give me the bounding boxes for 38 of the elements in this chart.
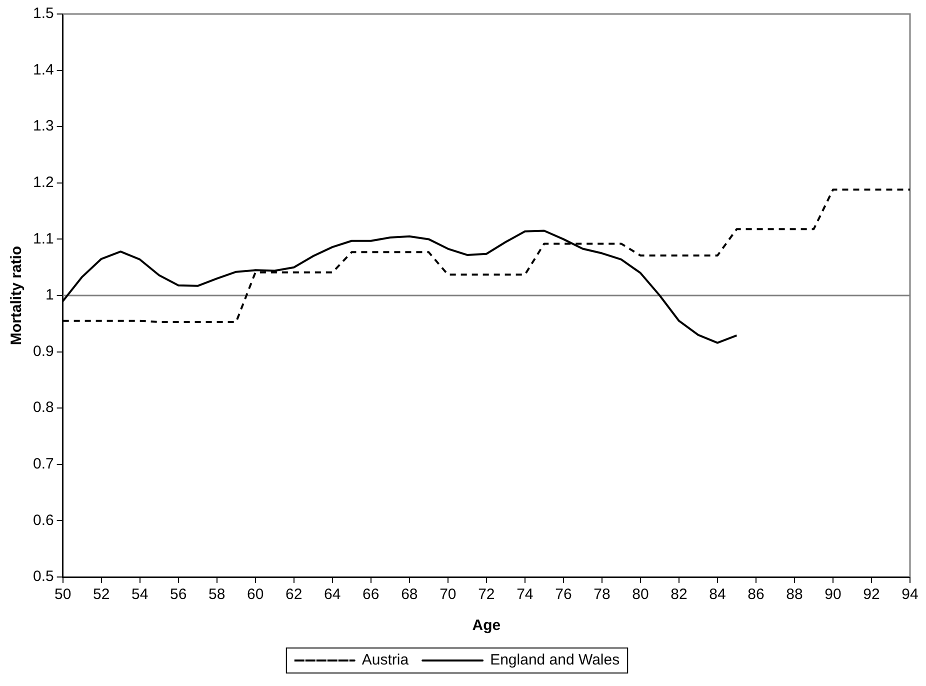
x-tick-label: 84 [709,586,726,604]
x-tick-label: 86 [748,586,764,604]
x-tick-label: 90 [824,586,842,604]
x-tick-label: 56 [170,586,187,604]
y-tick-label: 1 [46,286,54,304]
x-tick-label: 92 [863,586,880,604]
y-tick-label: 0.5 [32,568,54,586]
x-tick-label: 82 [670,586,688,604]
y-tick-label: 1.5 [32,5,54,22]
x-tick-label: 58 [208,586,226,604]
x-tick-label: 70 [440,586,456,604]
x-tick-label: 80 [632,586,649,604]
x-tick-label: 72 [478,586,495,604]
y-tick-label: 0.7 [32,456,54,473]
x-tick-label: 66 [362,586,380,604]
x-tick-label: 64 [324,586,341,604]
y-tick-label: 0.6 [32,512,54,529]
y-axis-title: Mortality ratio [8,246,26,346]
x-tick-label: 52 [93,586,110,604]
x-tick-label: 68 [401,586,418,604]
x-tick-label: 62 [286,586,302,604]
x-axis-title: Age [472,617,501,634]
x-tick-label: 94 [902,586,918,604]
legend-label: England and Wales [490,652,620,669]
x-tick-label: 50 [54,586,72,604]
y-tick-label: 0.8 [32,399,54,416]
y-tick-label: 1.4 [32,61,54,78]
x-tick-label: 74 [516,586,534,604]
x-tick-label: 78 [594,586,610,604]
x-tick-label: 88 [786,586,803,604]
x-tick-label: 76 [555,586,572,604]
y-tick-label: 1.1 [32,230,54,248]
legend-label: Austria [362,652,410,669]
y-tick-label: 0.9 [32,342,54,360]
y-tick-label: 1.2 [32,174,54,192]
y-tick-label: 1.3 [32,118,54,135]
x-tick-label: 60 [247,586,264,604]
x-tick-label: 54 [132,586,148,604]
